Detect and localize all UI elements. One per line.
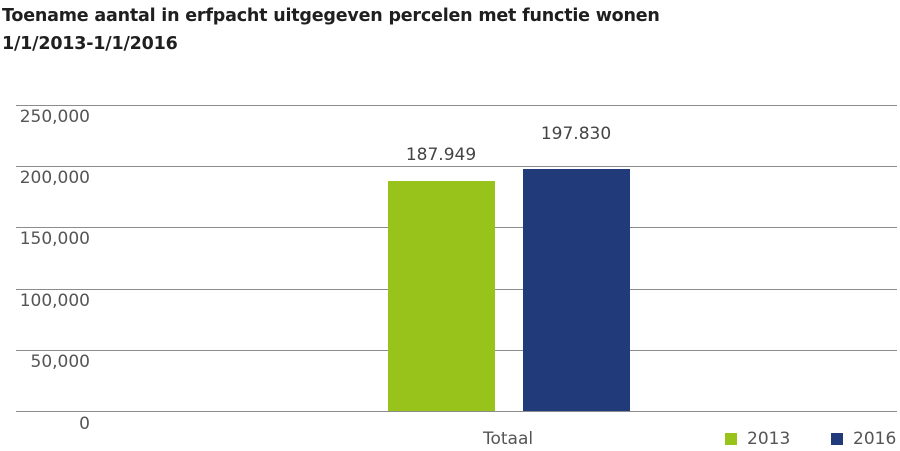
y-tick-label: 100,000 [19, 291, 90, 311]
gridline-250000 [16, 105, 897, 106]
gridline-200000 [16, 166, 897, 167]
y-tick-label: 50,000 [30, 352, 90, 372]
legend-label-2016: 2016 [853, 429, 897, 449]
chart-title: Toename aantal in erfpacht uitgegeven pe… [2, 2, 660, 58]
bar-2016-totaal [523, 169, 630, 411]
data-label-2013: 187.949 [405, 145, 477, 165]
bar-2013-totaal [388, 181, 495, 411]
y-tick-label: 0 [79, 414, 90, 434]
x-category-label: Totaal [483, 429, 534, 449]
data-label-2016: 197.830 [540, 124, 612, 144]
legend-item-2013: 2013 [725, 429, 790, 449]
chart-title-line-1: Toename aantal in erfpacht uitgegeven pe… [2, 6, 660, 26]
legend-item-2016: 2016 [831, 429, 896, 449]
y-tick-label: 150,000 [19, 229, 90, 249]
legend-label-2013: 2013 [747, 429, 791, 449]
legend-swatch-2016-icon [831, 433, 843, 445]
y-tick-label: 250,000 [19, 107, 90, 127]
chart-title-line-2: 1/1/2013-1/1/2016 [2, 34, 178, 54]
y-tick-label: 200,000 [19, 168, 90, 188]
legend-swatch-2013-icon [725, 433, 737, 445]
gridline-0 [16, 411, 897, 412]
